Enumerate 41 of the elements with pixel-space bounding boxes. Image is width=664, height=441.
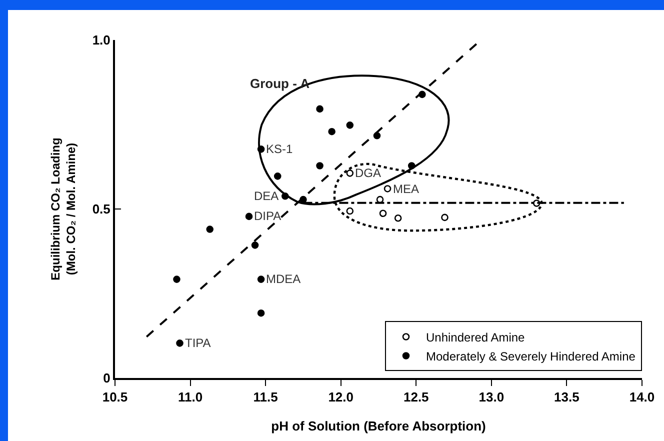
- x-tick-label: 11.0: [178, 390, 203, 405]
- x-tick-label: 10.5: [102, 390, 128, 405]
- annotation: TIPA: [185, 336, 211, 350]
- point: [328, 128, 336, 136]
- point: [176, 340, 184, 347]
- point: [384, 185, 392, 192]
- point: [206, 226, 214, 233]
- annotation: MDEA: [266, 272, 301, 286]
- x-tick-label: 14.0: [629, 390, 655, 405]
- point: [379, 210, 387, 218]
- annotation: DGA: [355, 166, 382, 180]
- point: [532, 200, 540, 207]
- point: [245, 212, 253, 220]
- point: [257, 309, 265, 317]
- x-tick-label: 13.5: [554, 390, 580, 405]
- legend-label: Unhindered Amine: [426, 330, 526, 344]
- point: [316, 162, 324, 170]
- legend-label: Moderately & Severely Hindered Amine: [426, 349, 636, 364]
- point: [441, 214, 448, 222]
- point: [274, 172, 282, 180]
- point: [394, 214, 402, 222]
- x-axis-title: pH of Solution (Before Absorption): [271, 418, 486, 434]
- point: [346, 122, 354, 129]
- point: [316, 105, 324, 113]
- annotation: MEA: [393, 182, 420, 196]
- y-tick-label: 1.0: [92, 32, 110, 48]
- x-tick-label: 12.5: [403, 390, 429, 405]
- x-tick-label: 13.0: [478, 390, 504, 405]
- point: [173, 276, 180, 283]
- point: [257, 276, 265, 283]
- point: [346, 170, 354, 177]
- point: [251, 242, 259, 249]
- annotation: KS-1: [266, 142, 294, 156]
- y-tick-label: 0.5: [92, 202, 110, 217]
- annotation: DEA: [254, 189, 279, 203]
- x-tick-label: 12.0: [328, 390, 354, 405]
- y-axis-title: Equilibrium CO₂ Loading (Mol. CO₂ / Mol. Amine): [48, 138, 78, 280]
- x-tick-label: 11.5: [253, 390, 278, 405]
- point: [346, 207, 354, 215]
- y-tick-label: 0: [103, 370, 110, 386]
- annotation: DIPA: [254, 209, 282, 223]
